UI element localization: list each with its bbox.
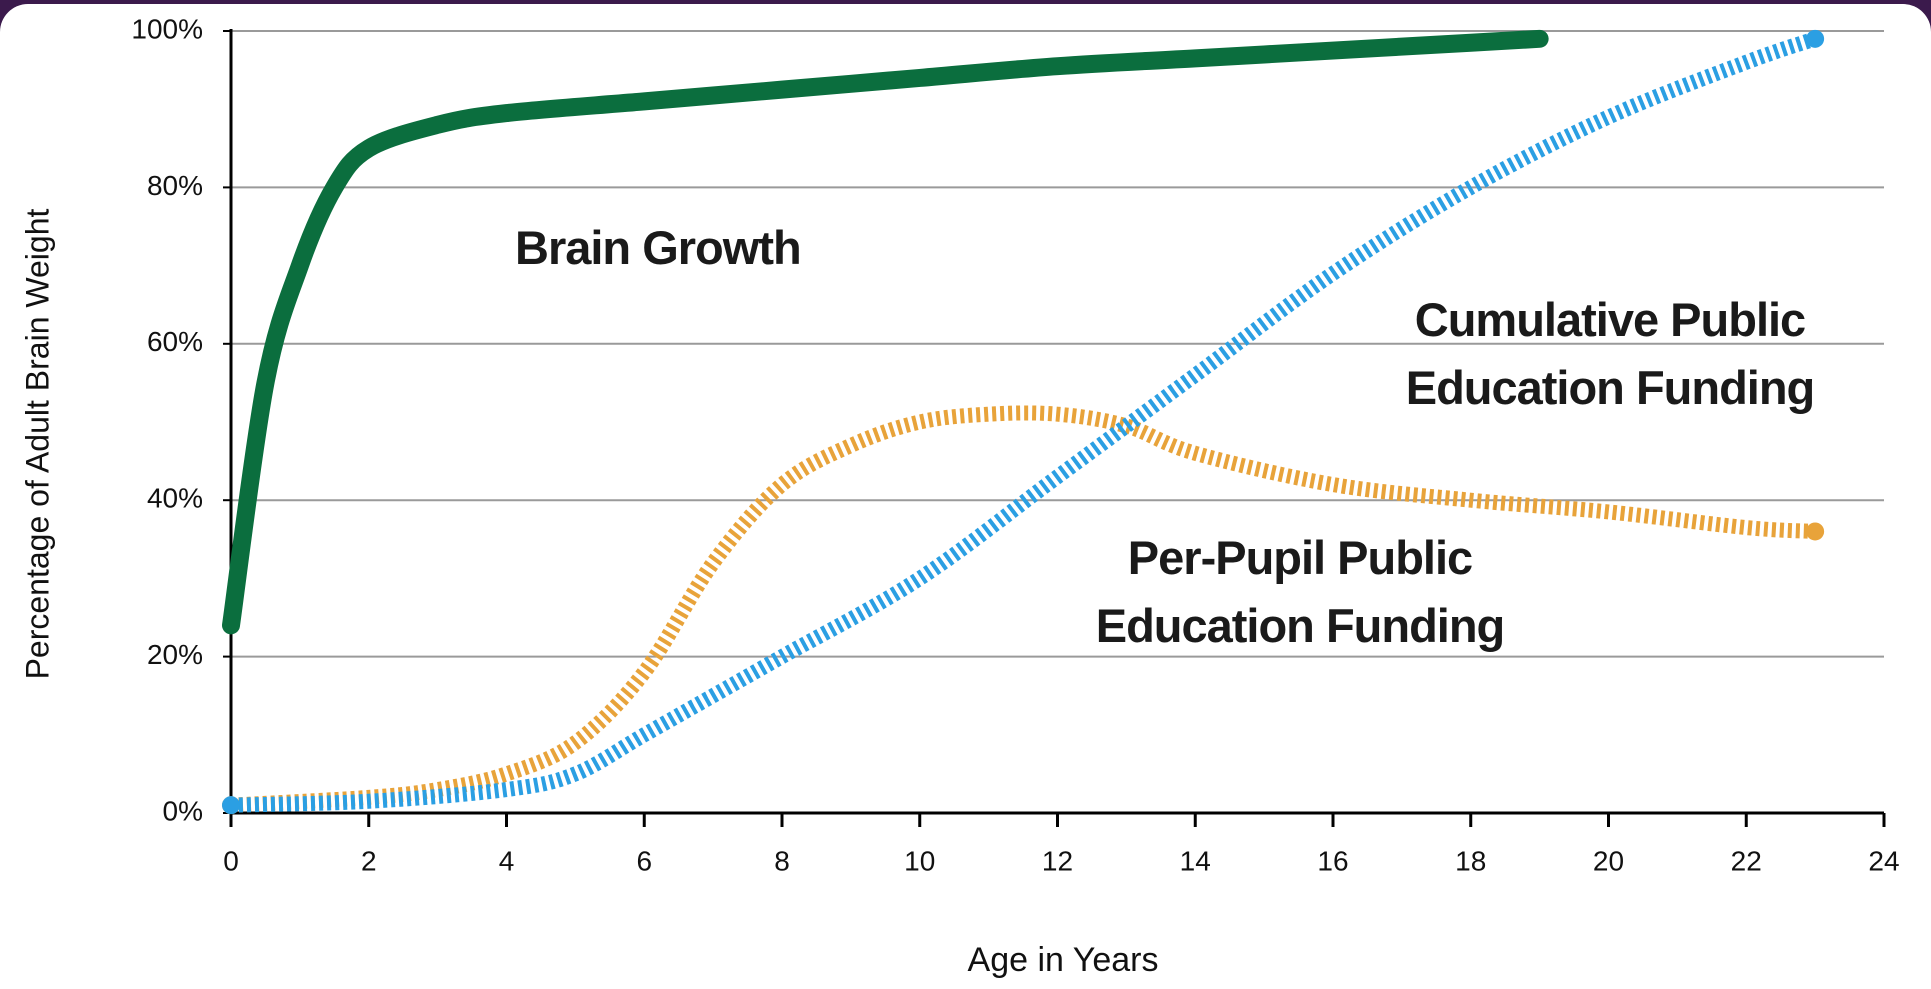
series-line [222, 29, 1549, 635]
y-tick-label: 0% [163, 795, 203, 826]
y-tick-label: 20% [147, 639, 203, 670]
series-label: Cumulative Public Education Funding [1405, 293, 1816, 414]
chart: Age in Years Percentage of Adult Brain W… [19, 13, 1899, 979]
end-point [1806, 29, 1825, 48]
x-tick-label: 18 [1455, 845, 1486, 876]
x-tick-label: 16 [1317, 845, 1348, 876]
y-tick-label: 60% [147, 326, 203, 357]
y-tick-label: 80% [147, 170, 203, 201]
x-tick-label: 8 [774, 845, 790, 876]
x-tick-label: 0 [223, 845, 239, 876]
x-tick-label: 14 [1180, 845, 1211, 876]
series-line [230, 31, 1818, 813]
x-tick-label: 10 [904, 845, 935, 876]
x-tick-label: 2 [361, 845, 377, 876]
x-tick-label: 22 [1731, 845, 1762, 876]
y-tick-label: 40% [147, 483, 203, 514]
page: Age in Years Percentage of Adult Brain W… [0, 4, 1931, 989]
end-point [222, 796, 240, 815]
x-tick-label: 4 [499, 845, 515, 876]
x-tick-label: 6 [636, 845, 652, 876]
series-label: Brain Growth [515, 221, 802, 274]
series-label: Per-Pupil Public Education Funding [1095, 531, 1506, 652]
x-axis-label: Age in Years [968, 941, 1159, 979]
x-tick-label: 12 [1042, 845, 1073, 876]
series-line [230, 405, 1816, 813]
y-tick-label: 100% [131, 13, 203, 44]
y-axis-label: Percentage of Adult Brain Weight [19, 208, 55, 679]
x-tick-label: 20 [1593, 845, 1624, 876]
end-point [1806, 522, 1825, 541]
x-tick-label: 24 [1868, 845, 1899, 876]
